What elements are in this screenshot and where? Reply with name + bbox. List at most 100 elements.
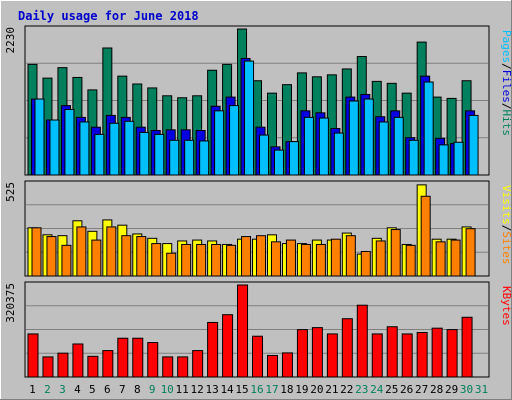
- x-tick-label: 21: [325, 383, 338, 396]
- bar-sites: [270, 241, 281, 277]
- y-axis-max-label: 525: [4, 182, 17, 202]
- bar-pages: [303, 116, 314, 176]
- bar-pages: [453, 141, 464, 176]
- x-tick-label: 8: [134, 383, 141, 396]
- bar-pages: [408, 139, 419, 176]
- bar-sites: [136, 236, 147, 277]
- bar-sites: [405, 244, 416, 277]
- bar-kbytes: [117, 337, 129, 378]
- bar-pages: [184, 139, 195, 176]
- bar-sites: [91, 239, 102, 277]
- bar-sites: [285, 239, 296, 277]
- x-tick-label: 7: [119, 383, 126, 396]
- x-tick-label: 5: [89, 383, 96, 396]
- bar-kbytes: [386, 326, 398, 378]
- legend-kbytes: KBytes: [500, 286, 512, 326]
- x-tick-label: 19: [295, 383, 308, 396]
- bar-pages: [109, 122, 120, 176]
- x-tick-label: 27: [415, 383, 428, 396]
- x-tick-label: 23: [355, 383, 368, 396]
- bar-sites: [450, 239, 461, 277]
- legend-item-pages: Pages: [500, 30, 512, 63]
- x-tick-label: 28: [430, 383, 443, 396]
- panel-visits-sites: 525 Visits/Sites: [4, 180, 512, 277]
- bar-sites: [390, 229, 401, 277]
- legend-item-files: Files: [500, 70, 512, 103]
- bar-pages: [348, 100, 359, 176]
- bar-kbytes: [266, 354, 278, 378]
- bar-kbytes: [42, 356, 54, 378]
- bar-kbytes: [222, 314, 234, 378]
- bar-kbytes: [252, 335, 264, 378]
- bar-sites: [420, 195, 431, 277]
- x-tick-label: 2: [44, 383, 51, 396]
- bar-kbytes: [192, 350, 204, 378]
- bar-pages: [333, 132, 344, 176]
- bar-sites: [211, 243, 222, 277]
- x-tick-label: 16: [250, 383, 263, 396]
- bar-sites: [465, 228, 476, 277]
- x-tick-label: 13: [205, 383, 218, 396]
- bar-kbytes: [341, 318, 353, 378]
- x-tick-label: 30: [460, 383, 473, 396]
- x-tick-label: 1: [29, 383, 36, 396]
- y-axis-max-label: 2230: [4, 27, 17, 54]
- bar-pages: [94, 133, 105, 176]
- x-tick-label: 31: [475, 383, 488, 396]
- bar-kbytes: [371, 333, 383, 378]
- bar-kbytes: [147, 342, 159, 378]
- bar-kbytes: [401, 333, 413, 378]
- legend-item-hits: Hits: [500, 110, 512, 137]
- bar-kbytes: [132, 337, 144, 378]
- bar-pages: [438, 144, 449, 176]
- bar-pages: [214, 110, 225, 176]
- bar-sites: [360, 250, 371, 277]
- x-axis-labels: 1 2 3 4 5 6 7 8 9 10 11 12 13 14 15 16 17 18 19 20 21 22 23 24 2…: [29, 383, 488, 396]
- x-tick-label: 9: [149, 383, 156, 396]
- bar-kbytes: [326, 333, 338, 378]
- bar-sites: [151, 243, 162, 277]
- bar-kbytes: [431, 327, 443, 378]
- bar-sites: [241, 236, 252, 277]
- bar-sites: [121, 235, 132, 277]
- x-tick-label: 14: [220, 383, 234, 396]
- bar-pages: [393, 116, 404, 176]
- bar-pages: [79, 121, 90, 176]
- x-tick-label: 17: [265, 383, 278, 396]
- panel-kbytes: 320375 KBytes: [4, 281, 512, 378]
- bar-sites: [106, 226, 117, 277]
- bar-kbytes: [162, 356, 174, 378]
- bar-pages: [318, 117, 329, 176]
- bar-pages: [273, 149, 284, 176]
- bar-kbytes: [311, 327, 323, 378]
- x-tick-label: 10: [161, 383, 174, 396]
- bar-kbytes: [102, 350, 114, 378]
- bar-kbytes: [461, 316, 473, 378]
- x-tick-label: 4: [74, 383, 81, 396]
- legend-item-sites: Sites: [500, 231, 512, 264]
- bar-kbytes: [416, 331, 428, 378]
- bar-pages: [244, 60, 255, 176]
- bar-sites: [46, 236, 57, 277]
- x-tick-label: 6: [104, 383, 111, 396]
- bar-sites: [315, 243, 326, 277]
- bar-pages: [139, 131, 150, 176]
- bar-sites: [61, 244, 72, 277]
- bar-pages: [288, 141, 299, 176]
- bar-pages: [34, 98, 45, 176]
- legend-separator: /: [500, 63, 512, 70]
- x-tick-label: 3: [59, 383, 66, 396]
- chart-title: Daily usage for June 2018: [18, 9, 199, 23]
- bar-sites: [226, 244, 237, 277]
- bar-kbytes: [27, 333, 39, 378]
- legend-item-kbytes: KBytes: [500, 286, 512, 326]
- x-tick-label: 20: [310, 383, 323, 396]
- bar-kbytes: [207, 321, 219, 378]
- bar-pages: [468, 114, 479, 176]
- y-axis-max-label: 320375: [4, 283, 17, 323]
- bar-pages: [154, 133, 165, 176]
- bar-sites: [196, 243, 207, 277]
- x-tick-label: 12: [191, 383, 204, 396]
- bar-kbytes: [177, 356, 189, 378]
